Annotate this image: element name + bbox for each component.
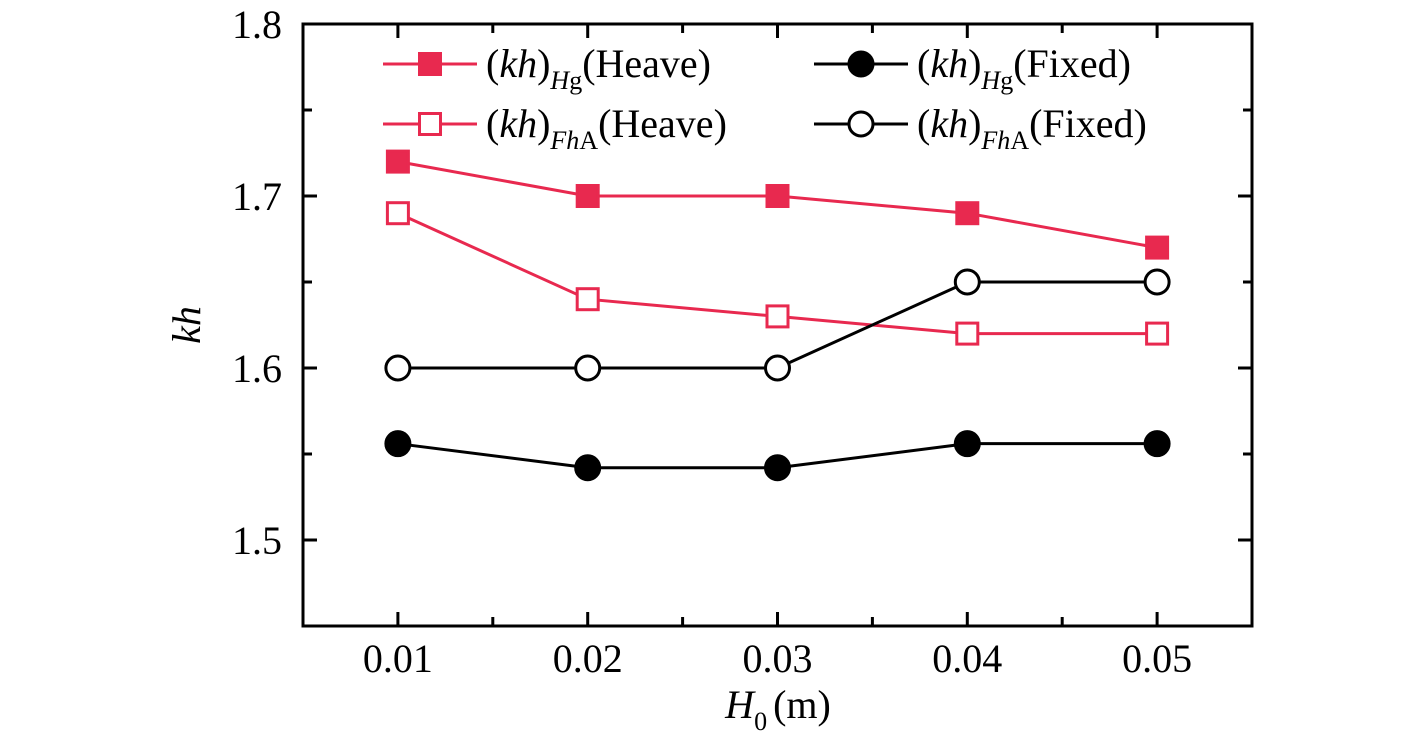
legend-label-sub-rm: A [579, 126, 598, 155]
data-point-fha_heave [385, 201, 410, 226]
legend-label-sub-it: Fh [980, 126, 1010, 155]
legend-label: (kh)FhA(Heave) [486, 101, 727, 155]
legend-label-kh: kh [930, 41, 968, 86]
data-point-fha_heave [955, 321, 980, 346]
x-axis-title-unit: (m) [773, 682, 831, 727]
x-tick-label: 0.01 [363, 636, 433, 681]
series-fha_heave [385, 201, 1170, 346]
legend-marker [847, 50, 875, 78]
legend-label-sub-it: Fh [549, 126, 579, 155]
data-point-hg_fixed [953, 430, 981, 458]
legend-label-post: (Heave) [582, 41, 711, 86]
legend-label-sub-it: H [980, 66, 1001, 95]
tick-labels: 0.01 0.02 0.03 0.04 0.05 1.5 1.6 1.7 1.8 [232, 2, 1192, 681]
legend-label-open: ( [917, 101, 930, 146]
legend-label-close: ) [537, 101, 550, 146]
data-point-fha_heave [1145, 321, 1170, 346]
legend-label-kh: kh [930, 101, 968, 146]
series-hg_fixed [384, 430, 1171, 482]
legend-marker [847, 110, 875, 138]
data-point-hg_fixed [574, 454, 602, 482]
legend-label-close: ) [537, 41, 550, 86]
data-point-hg_fixed [1143, 430, 1171, 458]
legend-label-close: ) [968, 41, 981, 86]
legend-label-post: (Fixed) [1029, 101, 1147, 146]
x-tick-label: 0.03 [743, 636, 813, 681]
y-axis-title: kh [164, 306, 209, 344]
data-point-fha_heave [765, 304, 790, 329]
legend-marker [418, 52, 442, 76]
legend-label-sub: Hg [980, 66, 1013, 95]
legend-label-close: ) [968, 101, 981, 146]
data-point-hg_heave [765, 184, 790, 208]
x-axis-title: H0 (m) [724, 682, 831, 736]
data-point-hg_heave [955, 201, 980, 226]
data-point-hg_fixed [764, 454, 791, 482]
legend-label-open: ( [486, 41, 499, 86]
data-point-fha_fixed [384, 354, 412, 382]
y-tick-label: 1.7 [232, 174, 282, 219]
data-point-hg_fixed [384, 430, 412, 458]
data-point-fha_fixed [574, 354, 602, 382]
legend-label-sub-rm: g [569, 66, 582, 95]
y-tick-label: 1.6 [232, 346, 282, 391]
legend-label-sub-rm: A [1010, 126, 1029, 155]
x-axis-title-main: H [724, 682, 756, 727]
data-point-fha_fixed [953, 268, 981, 296]
legend-label-sub-it: H [549, 66, 570, 95]
legend-item-hg_heave: (kh)Hg(Heave) [383, 41, 711, 95]
x-tick-label: 0.04 [932, 636, 1002, 681]
x-tick-label: 0.02 [553, 636, 623, 681]
x-tick-label: 0.05 [1122, 636, 1192, 681]
data-point-fha_heave [575, 287, 600, 312]
legend-label: (kh)Hg(Heave) [486, 41, 711, 95]
data-point-hg_heave [385, 149, 410, 174]
legend-label-sub: FhA [549, 126, 598, 155]
legend-label-kh: kh [499, 101, 537, 146]
legend-label-open: ( [486, 101, 499, 146]
legend-label-sub-rm: g [1000, 66, 1013, 95]
legend-label: (kh)FhA(Fixed) [917, 101, 1147, 155]
legend-marker [418, 112, 442, 136]
legend-item-hg_fixed: (kh)Hg(Fixed) [814, 41, 1131, 95]
legend-label-post: (Heave) [598, 101, 727, 146]
legend: (kh)Hg(Heave)(kh)FhA(Heave)(kh)Hg(Fixed)… [383, 41, 1147, 155]
data-point-fha_fixed [1143, 268, 1171, 296]
y-tick-label: 1.8 [232, 2, 282, 47]
data-point-fha_fixed [764, 354, 791, 382]
plot-frame [301, 22, 1254, 628]
data-point-hg_heave [575, 184, 600, 208]
legend-label-sub: Hg [549, 66, 582, 95]
legend-item-fha_heave: (kh)FhA(Heave) [383, 101, 727, 155]
y-tick-label: 1.5 [232, 518, 282, 563]
series-hg_heave [385, 149, 1170, 260]
legend-label: (kh)Hg(Fixed) [917, 41, 1131, 95]
legend-label-sub: FhA [980, 126, 1029, 155]
series-layer [384, 149, 1171, 482]
legend-label-post: (Fixed) [1013, 41, 1131, 86]
x-axis-title-sub: 0 [754, 707, 767, 736]
series-fha_fixed [384, 268, 1171, 382]
legend-label-open: ( [917, 41, 930, 86]
data-point-hg_heave [1145, 235, 1170, 260]
legend-item-fha_fixed: (kh)FhA(Fixed) [814, 101, 1147, 155]
legend-label-kh: kh [499, 41, 537, 86]
